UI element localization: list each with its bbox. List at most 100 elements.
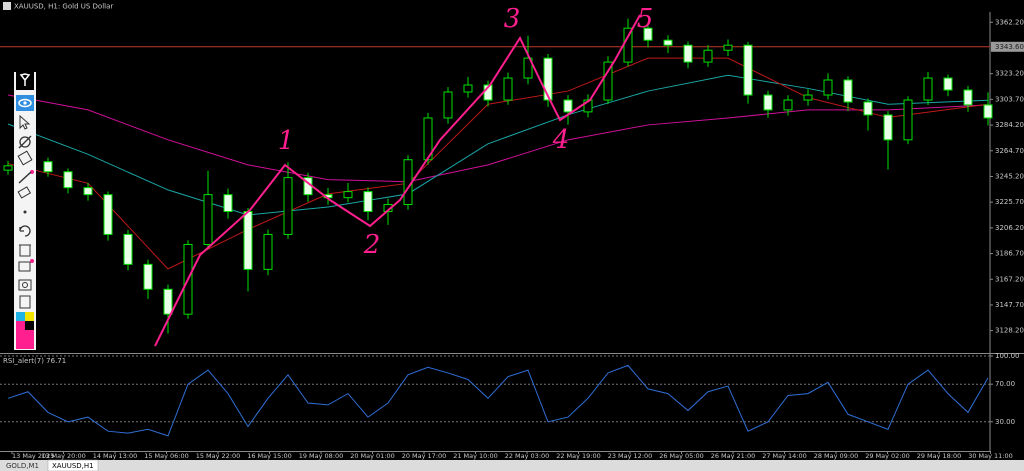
y-tick-label: 3128.20 [995,327,1024,335]
candle-body [823,79,833,96]
candle-body [783,99,793,111]
rsi-line [7,364,989,437]
x-tick-label: 13 May 2025 [12,452,54,460]
window-icon [3,2,11,10]
candle-body [163,288,173,315]
candle-body [83,187,93,196]
candle-body [663,39,673,46]
x-tick-label: 16 May 15:00 [247,452,292,460]
y-tick-label: 3284.20 [995,121,1024,129]
x-tick-label: 22 May 03:00 [505,452,550,460]
y-tick-label: 3245.20 [995,172,1024,180]
candle-body [463,84,473,93]
candle-body [863,101,873,116]
candle-body [443,91,453,119]
y-tick-label: 100.00 [995,352,1020,360]
tab[interactable]: XAUUSD,H1 [52,462,94,470]
tab-active[interactable] [47,459,99,471]
candle-body [803,94,813,101]
x-tick-label: 19 May 08:00 [299,452,344,460]
candle-body [703,49,713,63]
x-tick-label: 26 May 05:00 [659,452,704,460]
candle-body [943,77,953,91]
x-tick-label: 26 May 21:00 [711,452,756,460]
color-yellow[interactable] [25,312,34,321]
tool-dot[interactable] [23,210,27,214]
x-tick-label: 30 May 11:00 [968,452,1013,460]
candle-body [63,171,73,189]
candle-body [3,165,13,171]
wave-label: 4 [552,125,570,155]
candle-body [923,77,933,101]
x-tick-label: 29 May 02:00 [865,452,910,460]
y-tick-label: 3225.70 [995,198,1024,206]
x-tick-label: 23 May 12:00 [608,452,653,460]
candle-body [143,263,153,290]
tool-eraser[interactable] [17,150,33,166]
wave-drawing [154,14,641,347]
wave-label: 1 [278,126,295,156]
y-tick-label: 3303.70 [995,95,1024,103]
y-tick-label: 3323.20 [995,70,1024,78]
y-tick-label: 3147.70 [995,301,1024,309]
y-tick-label: 3264.70 [995,147,1024,155]
candle-body [343,191,353,199]
tool-undo[interactable] [19,225,31,237]
drawing-toolbar [14,72,36,350]
candle-body [963,89,973,106]
candle-body [903,99,913,141]
candle-body [763,94,773,111]
wave-label: 2 [363,230,381,260]
color-black[interactable] [25,321,34,330]
candle-body [283,177,293,235]
x-tick-label: 27 May 14:00 [762,452,807,460]
tool-screenshot[interactable] [18,261,31,272]
candle-body [843,79,853,103]
x-tick-label: 13 May 20:00 [41,452,86,460]
candle-body [223,194,233,213]
y-tick-label: 3186.70 [995,250,1024,258]
x-tick-label: 29 May 18:00 [917,452,962,460]
color-cyan[interactable] [16,312,25,321]
x-tick-label: 15 May 06:00 [144,452,189,460]
candle-body [983,104,993,119]
candle-body [583,99,593,113]
candle-body [503,77,513,101]
tool-select[interactable] [19,114,31,130]
x-tick-label: 22 May 19:00 [556,452,601,460]
indicator-title: RSI_alert(7) 76.71 [3,357,66,365]
tool-marker[interactable] [17,186,32,199]
candle-body [603,61,613,101]
tool-magnet[interactable] [19,136,31,148]
candle-body [523,57,533,79]
tool-clipboard[interactable] [19,295,31,309]
candle-body [563,99,573,113]
moving-average [7,74,989,216]
candle-body [123,233,133,265]
wave-label: 3 [504,4,521,34]
tab[interactable]: GOLD,M1 [6,462,39,470]
color-pink-2[interactable] [25,330,34,349]
candle-body [723,44,733,51]
color-pink[interactable] [16,321,25,349]
candle-body [203,194,213,245]
wave-label: 5 [637,4,654,34]
y-tick-label: 70.00 [995,380,1015,388]
x-tick-label: 20 May 17:00 [402,452,447,460]
tool-camera[interactable] [18,279,32,291]
candle-body [883,114,893,141]
x-tick-label: 21 May 10:00 [453,452,498,460]
window-title: XAUUSD, H1: Gold US Dollar [14,3,113,11]
moving-average [7,94,989,183]
candle-body [743,44,753,96]
y-tick-label: 3167.20 [995,275,1024,283]
candle-body [643,27,653,41]
y-tick-label: 3362.20 [995,18,1024,26]
tool-line[interactable] [18,171,32,184]
y-tick-label: 30.00 [995,418,1015,426]
plot: 3362.20 3323.20 3303.70 3284.20 3264.70 3245.… [0,4,1024,460]
tab-bar [0,460,1024,471]
candle-body [243,211,253,270]
